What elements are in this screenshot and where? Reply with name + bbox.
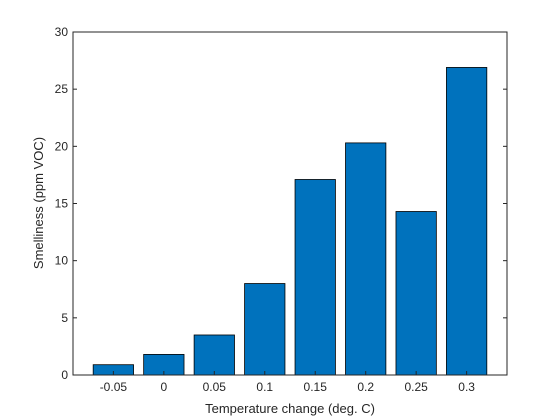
y-tick-label: 25	[55, 82, 69, 96]
y-tick-label: 10	[55, 254, 69, 268]
x-tick-label: 0.1	[256, 380, 273, 394]
y-tick-label: 30	[55, 25, 69, 39]
x-tick-label: 0.15	[304, 380, 328, 394]
x-tick-label: 0.2	[357, 380, 374, 394]
x-axis-label: Temperature change (deg. C)	[205, 401, 375, 416]
bar-0.15	[294, 179, 336, 376]
x-tick-label: 0.05	[203, 380, 227, 394]
x-ticks-group: -0.05 0 0.05 0.1 0.15 0.2 0.25 0.3	[100, 371, 475, 394]
x-tick-label: 0	[160, 380, 167, 394]
plot-area	[73, 32, 507, 375]
y-axis-label: Smelliness (ppm VOC)	[31, 137, 46, 269]
x-tick-label: -0.05	[100, 380, 128, 394]
y-tick-label: 0	[61, 368, 68, 382]
y-tick-label: 15	[55, 197, 69, 211]
x-tick-label: 0.3	[458, 380, 475, 394]
bar-0.2	[345, 142, 387, 376]
y-tick-label: 5	[61, 311, 68, 325]
bar-0.25	[395, 211, 437, 376]
y-ticks-group: 0 5 10 15 20 25 30	[55, 25, 507, 382]
bar-0.1	[244, 283, 286, 376]
bar-0.3	[446, 67, 488, 376]
y-tick-label: 20	[55, 139, 69, 153]
x-tick-label: 0.25	[404, 380, 428, 394]
plot-frame	[72, 31, 508, 376]
bar-0.05	[193, 334, 235, 376]
bars-group	[92, 67, 488, 376]
